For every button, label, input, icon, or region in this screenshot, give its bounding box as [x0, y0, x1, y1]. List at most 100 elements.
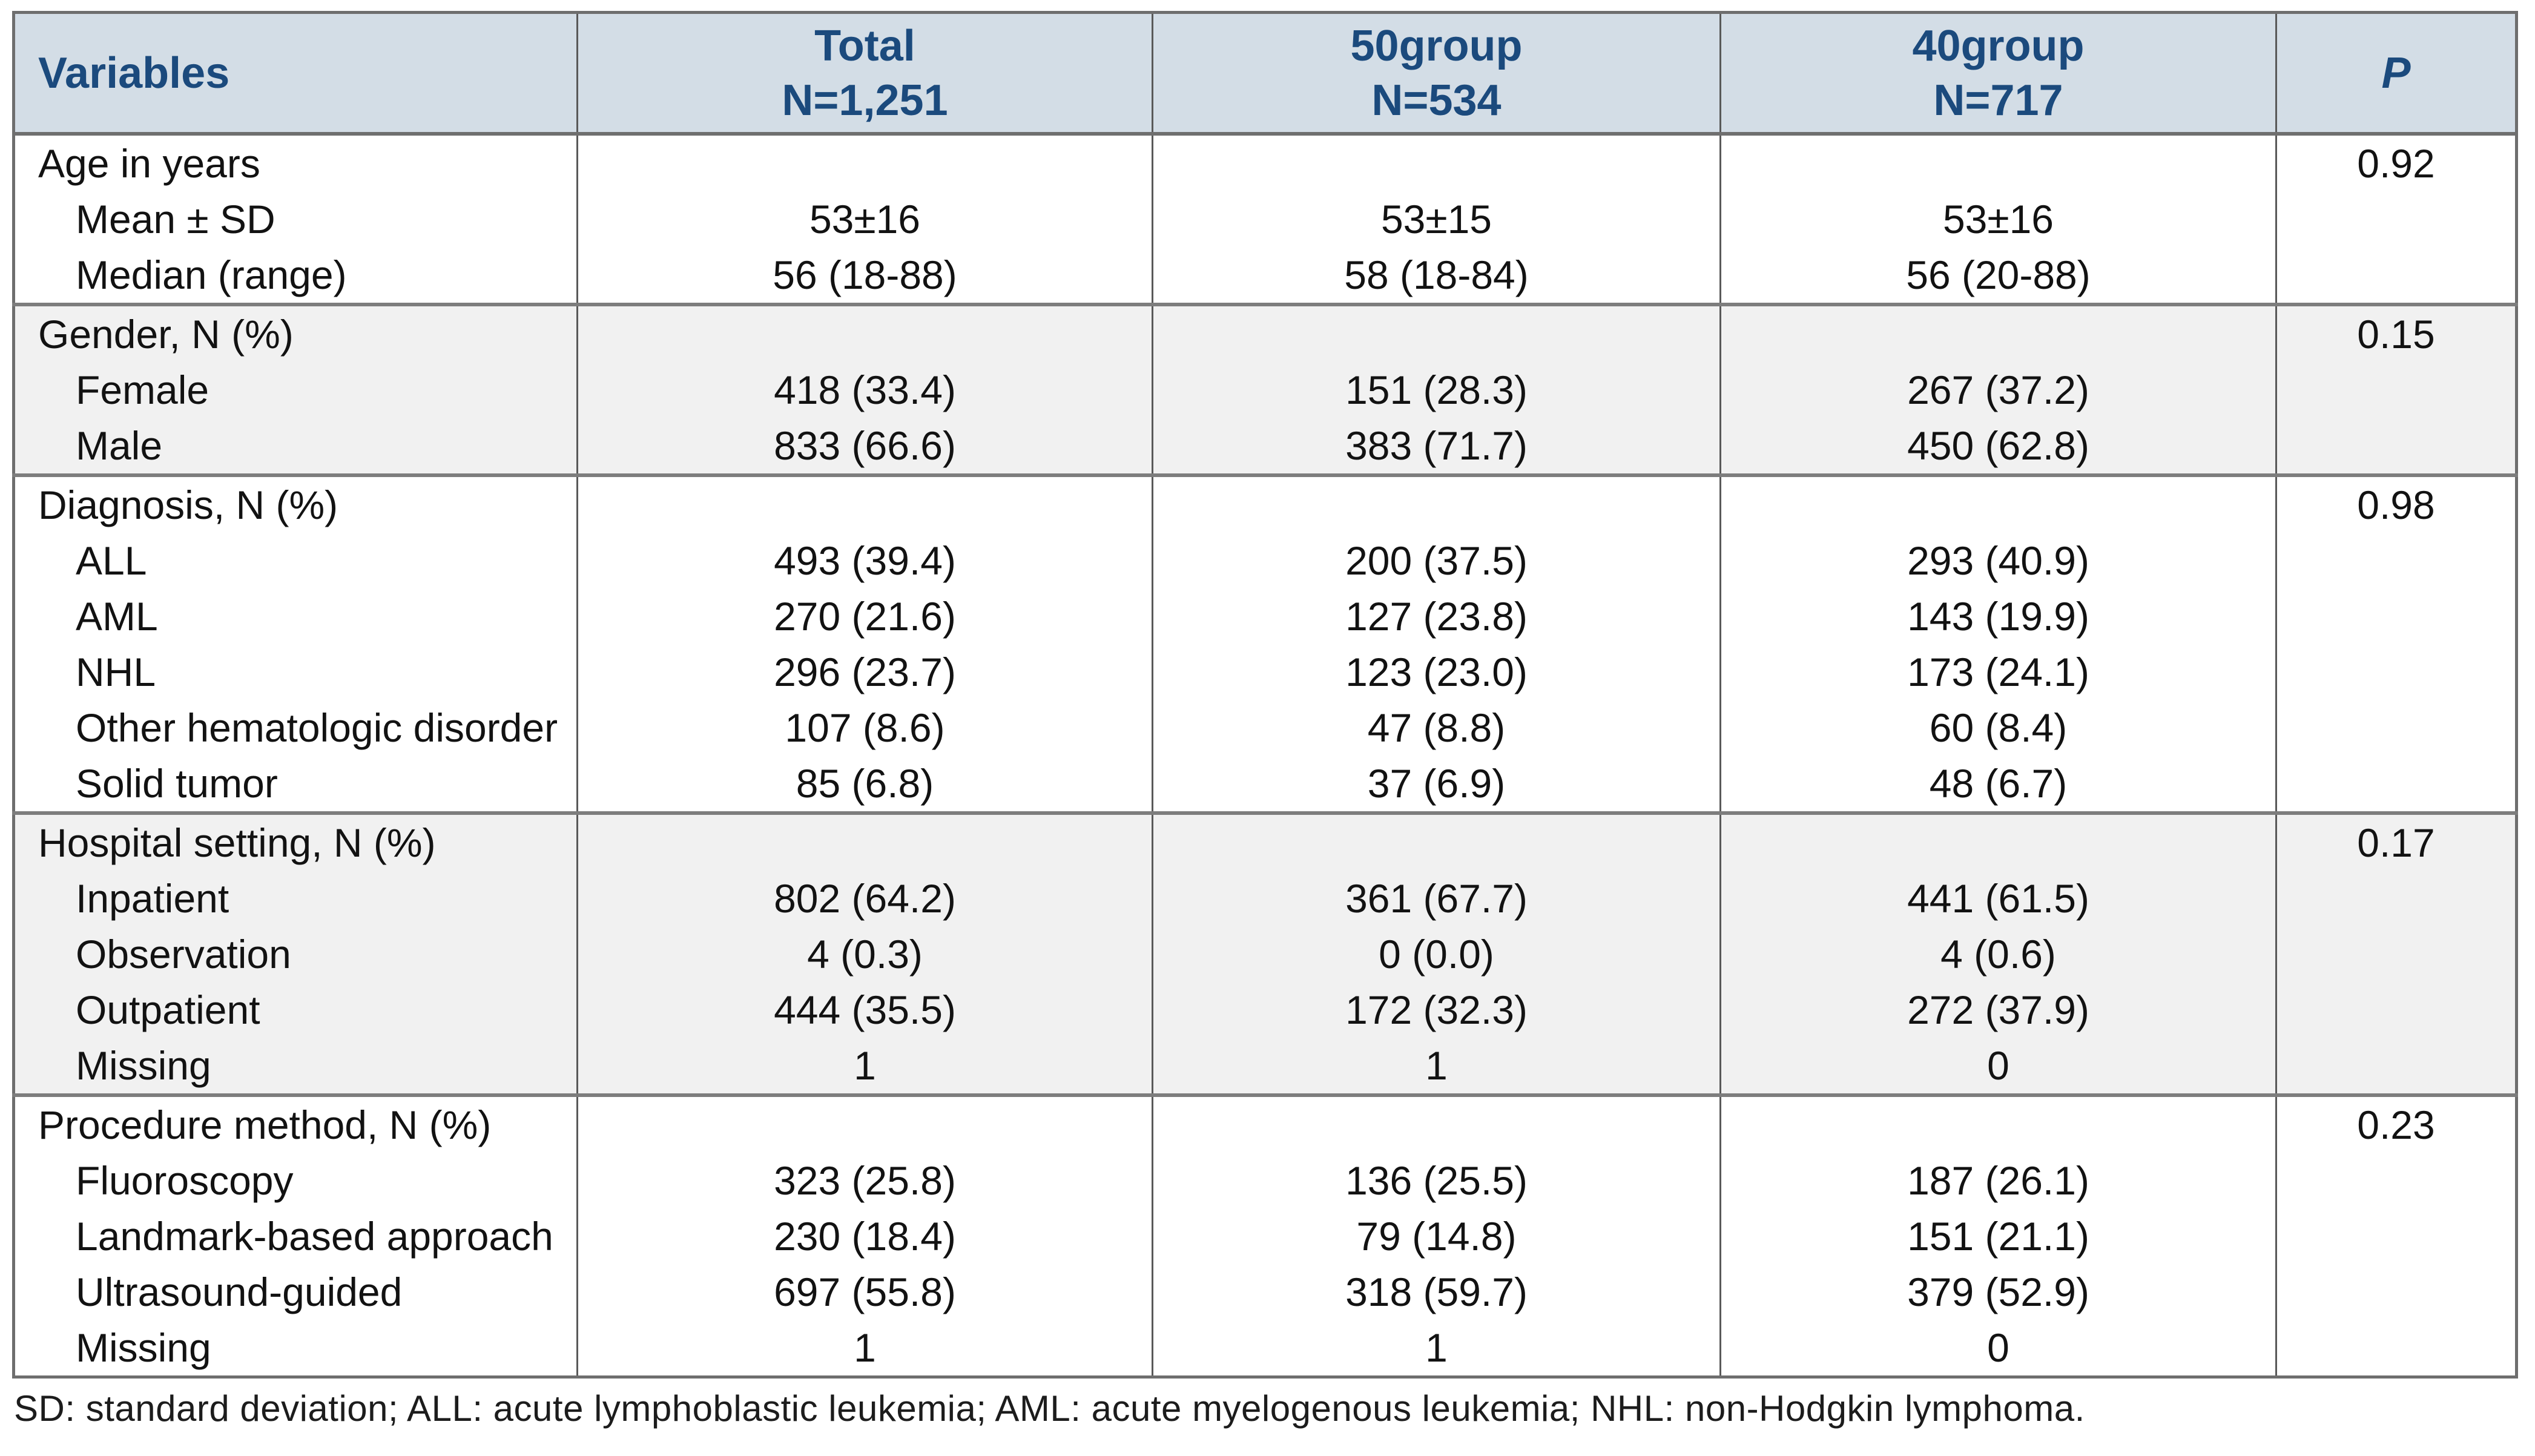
cell-total: 4 (0.3)	[576, 926, 1153, 982]
empty-cell	[1719, 134, 2277, 191]
cell-50group: 123 (23.0)	[1152, 644, 1721, 700]
cell-40group: 56 (20-88)	[1719, 247, 2277, 305]
row-label: Female	[13, 362, 578, 418]
cell-total: 270 (21.6)	[576, 588, 1153, 644]
cell-total: 418 (33.4)	[576, 362, 1153, 418]
table-row: AML 270 (21.6) 127 (23.8) 143 (19.9)	[13, 588, 2517, 644]
empty-cell	[2275, 533, 2517, 588]
cell-40group: 173 (24.1)	[1719, 644, 2277, 700]
cell-50group: 151 (28.3)	[1152, 362, 1721, 418]
table-row: Female 418 (33.4) 151 (28.3) 267 (37.2)	[13, 362, 2517, 418]
empty-cell	[1719, 475, 2277, 533]
cell-50group: 127 (23.8)	[1152, 588, 1721, 644]
row-label: Fluoroscopy	[13, 1153, 578, 1208]
table-row: Ultrasound-guided 697 (55.8) 318 (59.7) …	[13, 1264, 2517, 1320]
row-label: NHL	[13, 644, 578, 700]
row-label: Median (range)	[13, 247, 578, 305]
cell-50group: 0 (0.0)	[1152, 926, 1721, 982]
header-50group-line2: N=534	[1371, 76, 1502, 125]
cell-total: 697 (55.8)	[576, 1264, 1153, 1320]
empty-cell	[2275, 700, 2517, 756]
section-label: Procedure method, N (%)	[13, 1095, 578, 1153]
cell-40group: 293 (40.9)	[1719, 533, 2277, 588]
table-row: Observation 4 (0.3) 0 (0.0) 4 (0.6)	[13, 926, 2517, 982]
row-label: Landmark-based approach	[13, 1208, 578, 1264]
empty-cell	[2275, 926, 2517, 982]
empty-cell	[1719, 813, 2277, 871]
row-label: Ultrasound-guided	[13, 1264, 578, 1320]
empty-cell	[2275, 1264, 2517, 1320]
cell-40group: 48 (6.7)	[1719, 756, 2277, 813]
cell-total: 56 (18-88)	[576, 247, 1153, 305]
cell-40group: 0	[1719, 1320, 2277, 1377]
table-row: Solid tumor 85 (6.8) 37 (6.9) 48 (6.7)	[13, 756, 2517, 813]
empty-cell	[1152, 475, 1721, 533]
cell-40group: 143 (19.9)	[1719, 588, 2277, 644]
row-label: Inpatient	[13, 871, 578, 926]
cell-total: 85 (6.8)	[576, 756, 1153, 813]
section-header-row: Procedure method, N (%) 0.23	[13, 1095, 2517, 1153]
cell-50group: 53±15	[1152, 191, 1721, 247]
row-label: Missing	[13, 1320, 578, 1377]
cell-total: 802 (64.2)	[576, 871, 1153, 926]
table-row: ALL 493 (39.4) 200 (37.5) 293 (40.9)	[13, 533, 2517, 588]
row-label: AML	[13, 588, 578, 644]
empty-cell	[2275, 756, 2517, 813]
p-value: 0.23	[2275, 1095, 2517, 1153]
cell-50group: 136 (25.5)	[1152, 1153, 1721, 1208]
table-header: Variables Total N=1,251 50group N=534 40…	[13, 12, 2517, 136]
empty-cell	[2275, 418, 2517, 475]
header-row: Variables Total N=1,251 50group N=534 40…	[13, 12, 2517, 136]
empty-cell	[1152, 813, 1721, 871]
section-label: Hospital setting, N (%)	[13, 813, 578, 871]
header-p: P	[2275, 12, 2517, 136]
section-label: Diagnosis, N (%)	[13, 475, 578, 533]
section-label: Age in years	[13, 134, 578, 191]
header-total-line2: N=1,251	[782, 76, 948, 125]
cell-total: 493 (39.4)	[576, 533, 1153, 588]
empty-cell	[1719, 1095, 2277, 1153]
header-40group: 40group N=717	[1719, 12, 2277, 136]
empty-cell	[576, 305, 1153, 362]
table-row: Missing 1 1 0	[13, 1320, 2517, 1377]
empty-cell	[1152, 305, 1721, 362]
cell-40group: 272 (37.9)	[1719, 982, 2277, 1038]
section-header-row: Age in years 0.92	[13, 134, 2517, 191]
empty-cell	[2275, 362, 2517, 418]
cell-50group: 58 (18-84)	[1152, 247, 1721, 305]
cell-40group: 441 (61.5)	[1719, 871, 2277, 926]
patient-characteristics-table: Variables Total N=1,251 50group N=534 40…	[12, 11, 2518, 1379]
cell-40group: 60 (8.4)	[1719, 700, 2277, 756]
section-age: Age in years 0.92 Mean ± SD 53±16 53±15 …	[13, 134, 2517, 305]
table-row: NHL 296 (23.7) 123 (23.0) 173 (24.1)	[13, 644, 2517, 700]
cell-50group: 1	[1152, 1320, 1721, 1377]
empty-cell	[2275, 191, 2517, 247]
section-header-row: Diagnosis, N (%) 0.98	[13, 475, 2517, 533]
section-diagnosis: Diagnosis, N (%) 0.98 ALL 493 (39.4) 200…	[13, 475, 2517, 813]
empty-cell	[1719, 305, 2277, 362]
cell-40group: 53±16	[1719, 191, 2277, 247]
p-value: 0.15	[2275, 305, 2517, 362]
cell-total: 230 (18.4)	[576, 1208, 1153, 1264]
cell-total: 833 (66.6)	[576, 418, 1153, 475]
table-row: Other hematologic disorder 107 (8.6) 47 …	[13, 700, 2517, 756]
header-40group-line2: N=717	[1933, 76, 2063, 125]
empty-cell	[2275, 1038, 2517, 1095]
table-footnote: SD: standard deviation; ALL: acute lymph…	[14, 1388, 2085, 1429]
empty-cell	[2275, 247, 2517, 305]
cell-40group: 4 (0.6)	[1719, 926, 2277, 982]
cell-50group: 200 (37.5)	[1152, 533, 1721, 588]
table-row: Male 833 (66.6) 383 (71.7) 450 (62.8)	[13, 418, 2517, 475]
cell-total: 107 (8.6)	[576, 700, 1153, 756]
table-row: Mean ± SD 53±16 53±15 53±16	[13, 191, 2517, 247]
cell-40group: 379 (52.9)	[1719, 1264, 2277, 1320]
empty-cell	[576, 134, 1153, 191]
cell-50group: 1	[1152, 1038, 1721, 1095]
cell-40group: 267 (37.2)	[1719, 362, 2277, 418]
cell-40group: 187 (26.1)	[1719, 1153, 2277, 1208]
section-hospital-setting: Hospital setting, N (%) 0.17 Inpatient 8…	[13, 813, 2517, 1095]
cell-40group: 151 (21.1)	[1719, 1208, 2277, 1264]
cell-50group: 318 (59.7)	[1152, 1264, 1721, 1320]
row-label: Outpatient	[13, 982, 578, 1038]
